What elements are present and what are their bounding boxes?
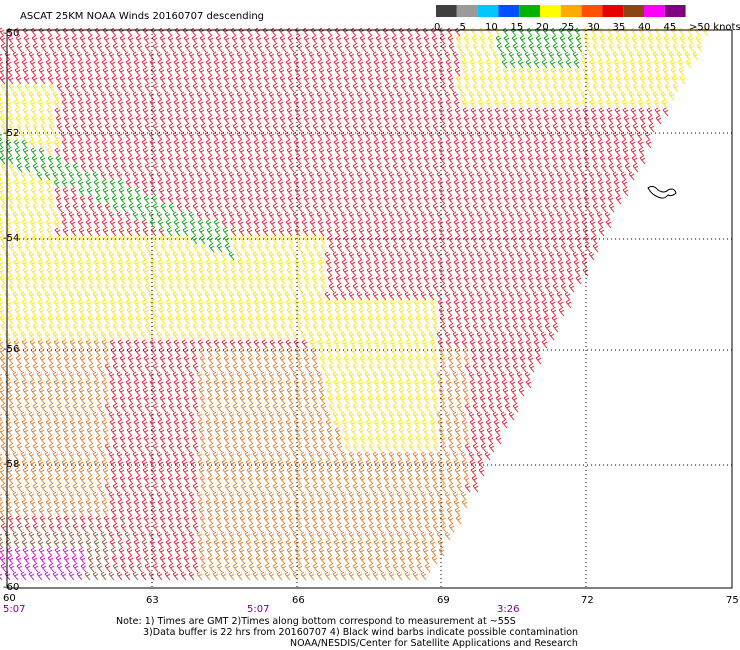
wind-barb-group [0, 515, 150, 581]
wind-barbs [0, 27, 709, 581]
legend-label: 5 [460, 22, 466, 33]
lon-label: 63 [146, 595, 159, 606]
note-line-1: Note: 1) Times are GMT 2)Times along bot… [116, 616, 516, 627]
note-line-3: NOAA/NESDIS/Center for Satellite Applica… [290, 638, 578, 649]
lon-label: 60 [3, 593, 16, 604]
graticule [7, 30, 732, 588]
lat-label: -52 [3, 128, 19, 139]
legend-label: 40 [638, 22, 651, 33]
wind-barb-group [0, 27, 583, 261]
latitude-labels: -50 -52 -54 -56 -58 -60 [3, 28, 19, 593]
lon-label: 72 [581, 595, 594, 606]
legend-swatch [519, 5, 540, 17]
legend-swatch [602, 5, 624, 17]
legend-label: 35 [613, 22, 626, 33]
legend-swatch [540, 5, 561, 17]
time-label: 5:07 [247, 604, 269, 615]
legend-swatch [664, 5, 686, 17]
lat-label: -56 [3, 344, 19, 355]
legend-label: 45 [664, 22, 677, 33]
wind-barb-group [0, 27, 669, 581]
legend-swatch [456, 5, 478, 17]
island-outline [647, 185, 677, 199]
wind-barb-group [0, 339, 470, 581]
legend-label: 15 [511, 22, 524, 33]
legend-label: 0 [434, 22, 440, 33]
legend-label: 10 [485, 22, 498, 33]
lon-label: 75 [726, 595, 739, 606]
color-legend: 0 5 10 15 20 25 30 35 40 45 >50 knots [434, 5, 740, 33]
time-label: 5:07 [3, 604, 25, 615]
legend-swatch [644, 5, 665, 17]
legend-swatch [498, 5, 520, 17]
lat-label: -50 [3, 28, 19, 39]
legend-label: 25 [562, 22, 575, 33]
map-title: ASCAT 25KM NOAA Winds 20160707 descendin… [20, 11, 264, 22]
legend-label: 20 [536, 22, 549, 33]
map-frame [6, 29, 733, 589]
lat-label: -60 [3, 582, 19, 593]
legend-swatch [581, 5, 603, 17]
legend-label: >50 knots [689, 22, 740, 33]
lat-label: -54 [3, 233, 19, 244]
legend-swatch [623, 5, 644, 17]
legend-swatch [560, 5, 582, 17]
lon-label: 69 [437, 595, 450, 606]
lon-label: 66 [292, 595, 305, 606]
legend-label: 30 [587, 22, 600, 33]
lat-label: -58 [3, 459, 19, 470]
wind-barb-group [0, 547, 87, 581]
time-labels: 5:07 5:07 3:26 [3, 604, 519, 615]
legend-swatch [477, 5, 499, 17]
note-line-2: 3)Data buffer is 22 hrs from 20160707 4)… [143, 627, 579, 638]
time-label: 3:26 [497, 604, 519, 615]
longitude-labels: 60 63 66 69 72 75 [3, 593, 739, 606]
legend-swatch [436, 5, 457, 17]
